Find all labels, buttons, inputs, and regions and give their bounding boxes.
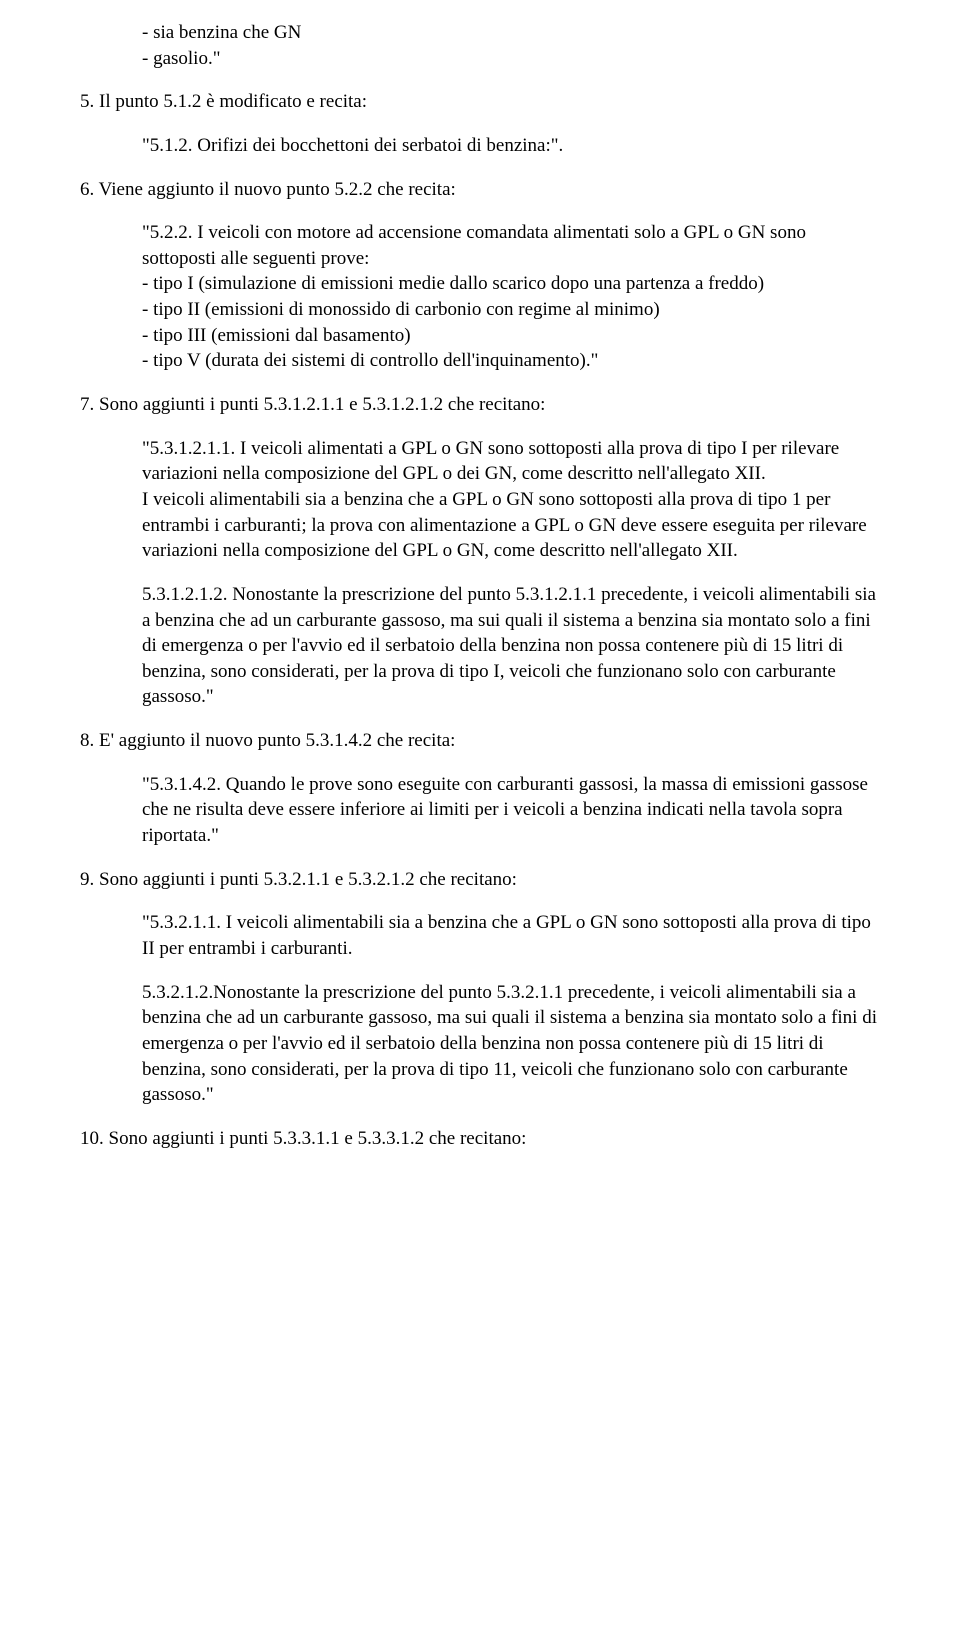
paragraph-9: 9. Sono aggiunti i punti 5.3.2.1.1 e 5.3… <box>80 867 880 893</box>
paragraph-10: 10. Sono aggiunti i punti 5.3.3.1.1 e 5.… <box>80 1126 880 1152</box>
paragraph-7: 7. Sono aggiunti i punti 5.3.1.2.1.1 e 5… <box>80 392 880 418</box>
list-item: - tipo II (emissioni di monossido di car… <box>142 297 880 323</box>
quote-5-1-2: "5.1.2. Orifizi dei bocchettoni dei serb… <box>80 133 880 159</box>
quote-5-3-1-2-1-2: 5.3.1.2.1.2. Nonostante la prescrizione … <box>80 582 880 710</box>
list-item: - tipo I (simulazione di emissioni medie… <box>142 271 880 297</box>
paragraph-8: 8. E' aggiunto il nuovo punto 5.3.1.4.2 … <box>80 728 880 754</box>
quote-intro: "5.2.2. I veicoli con motore ad accensio… <box>142 220 880 271</box>
quote-5-3-1-2-1-1: "5.3.1.2.1.1. I veicoli alimentati a GPL… <box>80 436 880 564</box>
paragraph-5: 5. Il punto 5.1.2 è modificato e recita: <box>80 89 880 115</box>
list-item: - gasolio." <box>142 46 880 72</box>
list-item: - tipo V (durata dei sistemi di controll… <box>142 348 880 374</box>
paragraph-text: "5.3.1.2.1.1. I veicoli alimentati a GPL… <box>142 436 880 487</box>
paragraph-text: I veicoli alimentabili sia a benzina che… <box>142 487 880 564</box>
list-block-1: - sia benzina che GN - gasolio." <box>80 20 880 71</box>
quote-5-3-2-1-1: "5.3.2.1.1. I veicoli alimentabili sia a… <box>80 910 880 961</box>
list-item: - sia benzina che GN <box>142 20 880 46</box>
list-item: - tipo III (emissioni dal basamento) <box>142 323 880 349</box>
paragraph-6: 6. Viene aggiunto il nuovo punto 5.2.2 c… <box>80 177 880 203</box>
quote-5-3-2-1-2: 5.3.2.1.2.Nonostante la prescrizione del… <box>80 980 880 1108</box>
quote-5-2-2: "5.2.2. I veicoli con motore ad accensio… <box>80 220 880 374</box>
quote-5-3-1-4-2: "5.3.1.4.2. Quando le prove sono eseguit… <box>80 772 880 849</box>
